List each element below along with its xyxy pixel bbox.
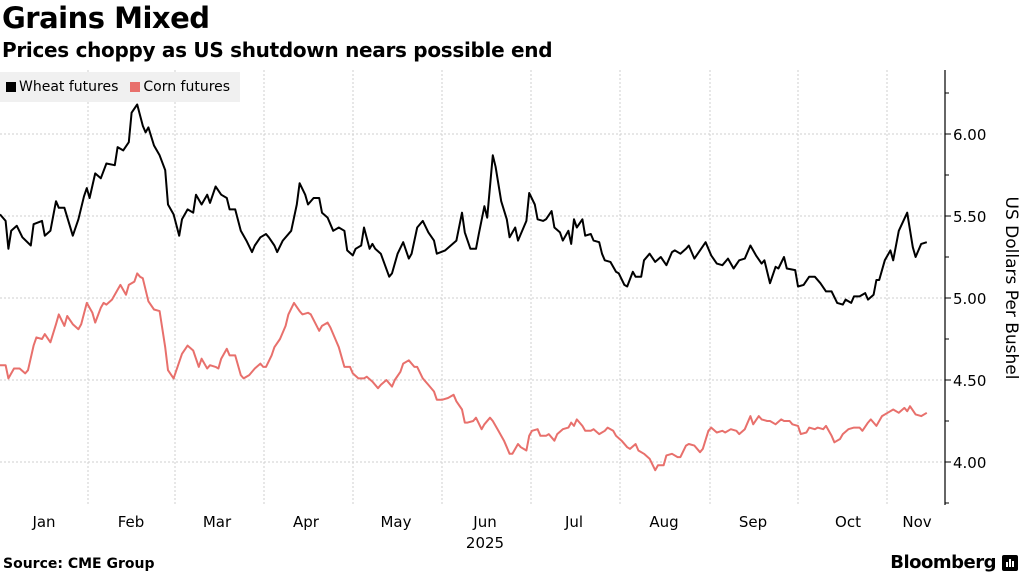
x-year-label: 2025 [466,534,504,552]
chart-title: Grains Mixed [2,1,210,35]
x-tick-label: May [380,513,411,531]
brand-logo-text: Bloomberg [890,552,996,573]
legend-swatch-corn [130,82,141,92]
bloomberg-chart-icon [1002,555,1018,571]
legend: Wheat futures Corn futures [0,72,240,102]
legend-swatch-wheat [6,82,16,92]
chart-subtitle: Prices choppy as US shutdown nears possi… [2,38,553,62]
y-axis-label: US Dollars Per Bushel [1001,197,1021,380]
wheat-futures-line [0,103,928,306]
legend-item-corn: Corn futures [130,79,230,95]
x-tick-label: Feb [118,513,145,531]
legend-label-corn: Corn futures [143,79,231,95]
y-tick-label: 4.00 [953,454,986,472]
x-tick-label: Jun [472,513,496,531]
source-note: Source: CME Group [3,556,155,572]
x-tick-label: Oct [835,513,861,531]
x-tick-label: Jan [31,513,55,531]
legend-item-wheat: Wheat futures [6,79,118,95]
y-tick-label: 6.00 [953,126,986,144]
corn-futures-line [0,272,928,472]
x-tick-label: Jul [564,513,583,531]
x-tick-label: Aug [649,513,678,531]
x-tick-label: Nov [902,513,931,531]
legend-label-wheat: Wheat futures [19,79,119,95]
x-tick-label: Mar [203,513,232,531]
y-tick-label: 5.50 [953,208,986,226]
y-tick-label: 5.00 [953,290,986,308]
x-tick-label: Sep [739,513,767,531]
y-tick-label: 4.50 [953,372,986,390]
x-tick-label: Apr [293,513,320,531]
